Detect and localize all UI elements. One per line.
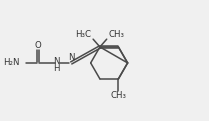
Text: CH₃: CH₃ <box>110 91 126 100</box>
Text: N: N <box>68 53 74 62</box>
Text: O: O <box>35 41 42 50</box>
Text: H₂N: H₂N <box>3 58 20 67</box>
Text: N: N <box>53 57 60 66</box>
Text: H₃C: H₃C <box>75 30 91 39</box>
Text: CH₃: CH₃ <box>109 30 125 39</box>
Text: H: H <box>53 64 60 73</box>
